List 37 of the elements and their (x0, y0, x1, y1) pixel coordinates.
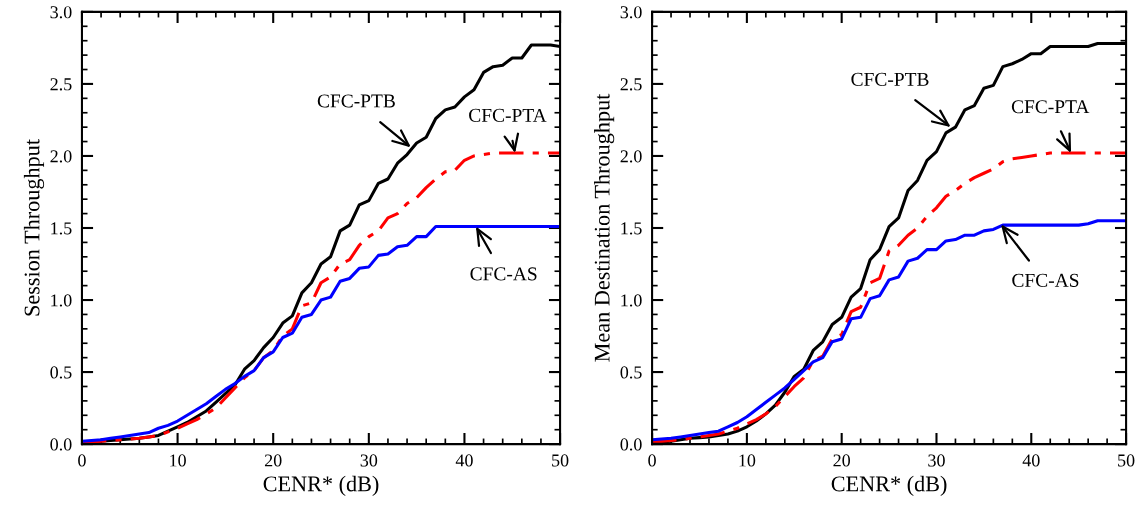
y-tick-label: 2.0 (50, 150, 72, 163)
annotation: CFC-PTB (317, 94, 395, 108)
x-tick-label: 10 (170, 454, 186, 467)
x-tick-label: 0 (648, 454, 656, 467)
y-tick-label: 1.0 (621, 294, 642, 307)
x-tick-label: 50 (1118, 454, 1135, 467)
annotation: CFC-PTA (1011, 100, 1090, 114)
x-tick-label: 20 (833, 454, 851, 467)
annotation: CFC-AS (470, 267, 537, 281)
y-tick-label: 2.5 (50, 78, 72, 91)
y-tick-label: 0.5 (620, 366, 642, 379)
y-tick-label: 3.0 (50, 6, 72, 19)
x-tick-label: 40 (1022, 454, 1040, 467)
x-axis-title: CENR* (dB) (831, 475, 947, 496)
x-tick-label: 50 (552, 454, 569, 467)
y-tick-label: 1.5 (621, 222, 642, 235)
y-tick-label: 1.5 (51, 222, 72, 235)
y-tick-label: 0.0 (50, 438, 72, 451)
x-tick-label: 30 (360, 454, 378, 467)
y-tick-label: 0.5 (50, 366, 72, 379)
x-tick-label: 0 (78, 454, 86, 467)
annotation: CFC-PTB (851, 72, 929, 86)
y-tick-label: 0.0 (620, 438, 642, 451)
x-tick-label: 20 (264, 454, 282, 467)
x-axis-title: CENR* (dB) (263, 475, 379, 496)
y-tick-label: 3.0 (620, 6, 642, 19)
y-axis-title: Session Throughput (23, 139, 45, 316)
x-tick-label: 40 (455, 454, 473, 467)
y-tick-label: 2.0 (620, 150, 642, 163)
x-tick-label: 10 (739, 454, 756, 467)
y-tick-label: 2.5 (620, 78, 642, 91)
y-tick-label: 1.0 (51, 294, 72, 307)
x-tick-label: 30 (928, 454, 945, 467)
annotation: CFC-PTA (469, 108, 547, 122)
y-axis-title: Mean Destination Throughput (594, 93, 615, 362)
line-series (652, 219, 1127, 442)
annotation: CFC-AS (1012, 273, 1079, 287)
